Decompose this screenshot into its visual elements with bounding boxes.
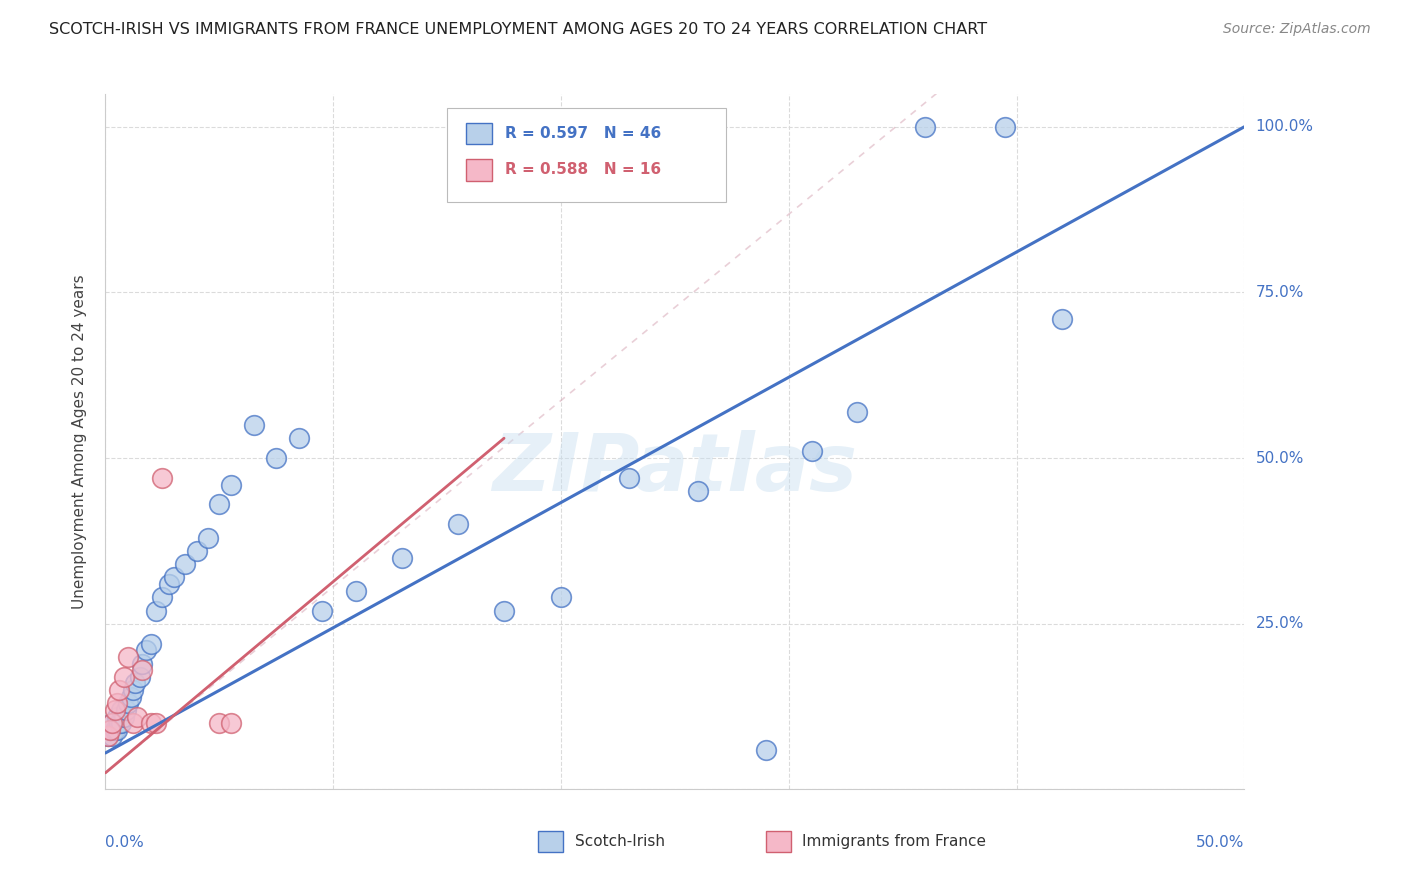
Point bbox=[117, 649, 139, 664]
Text: 50.0%: 50.0% bbox=[1197, 835, 1244, 850]
Text: SCOTCH-IRISH VS IMMIGRANTS FROM FRANCE UNEMPLOYMENT AMONG AGES 20 TO 24 YEARS CO: SCOTCH-IRISH VS IMMIGRANTS FROM FRANCE U… bbox=[49, 22, 987, 37]
Text: R = 0.597   N = 46: R = 0.597 N = 46 bbox=[505, 127, 661, 141]
Point bbox=[846, 405, 869, 419]
Text: 0.0%: 0.0% bbox=[105, 835, 145, 850]
Point bbox=[157, 577, 180, 591]
Point bbox=[97, 730, 120, 744]
Bar bbox=[467, 123, 492, 145]
Text: Immigrants from France: Immigrants from France bbox=[803, 834, 987, 849]
Text: 25.0%: 25.0% bbox=[1256, 616, 1303, 632]
Point bbox=[492, 603, 515, 617]
Point bbox=[117, 696, 139, 710]
Text: 75.0%: 75.0% bbox=[1256, 285, 1303, 300]
Point bbox=[108, 683, 131, 698]
Point bbox=[619, 471, 641, 485]
FancyBboxPatch shape bbox=[447, 108, 725, 202]
Point bbox=[163, 570, 186, 584]
Point bbox=[120, 690, 142, 704]
Point bbox=[264, 451, 288, 466]
Point bbox=[131, 663, 153, 677]
Text: ZIPatlas: ZIPatlas bbox=[492, 430, 858, 508]
Point bbox=[97, 730, 120, 744]
Point bbox=[152, 471, 174, 485]
Point bbox=[208, 716, 231, 731]
Point bbox=[174, 557, 197, 571]
Point bbox=[135, 643, 157, 657]
Point bbox=[101, 716, 124, 731]
Point bbox=[152, 591, 174, 605]
Point bbox=[98, 723, 121, 737]
Point bbox=[101, 716, 124, 731]
Point bbox=[686, 484, 709, 499]
Point bbox=[311, 603, 333, 617]
Point bbox=[242, 417, 264, 432]
Point bbox=[101, 730, 124, 744]
Point bbox=[110, 703, 132, 717]
Bar bbox=[538, 830, 564, 852]
Point bbox=[755, 742, 778, 756]
Point bbox=[208, 498, 231, 512]
Point bbox=[197, 531, 219, 545]
Point bbox=[391, 550, 413, 565]
Point bbox=[186, 544, 208, 558]
Point bbox=[121, 683, 143, 698]
Point bbox=[105, 709, 128, 723]
Point bbox=[103, 703, 125, 717]
Point bbox=[145, 603, 167, 617]
Point bbox=[288, 431, 311, 445]
Point bbox=[139, 716, 162, 731]
Point bbox=[145, 716, 167, 731]
Bar bbox=[766, 830, 792, 852]
Point bbox=[800, 444, 823, 458]
Point bbox=[115, 703, 138, 717]
Point bbox=[105, 696, 128, 710]
Text: Scotch-Irish: Scotch-Irish bbox=[575, 834, 665, 849]
Point bbox=[128, 670, 150, 684]
Bar bbox=[467, 159, 492, 180]
Text: R = 0.588   N = 16: R = 0.588 N = 16 bbox=[505, 162, 661, 178]
Text: 50.0%: 50.0% bbox=[1256, 450, 1303, 466]
Point bbox=[121, 716, 143, 731]
Point bbox=[447, 517, 470, 532]
Point bbox=[550, 591, 572, 605]
Text: Source: ZipAtlas.com: Source: ZipAtlas.com bbox=[1223, 22, 1371, 37]
Text: 100.0%: 100.0% bbox=[1256, 120, 1313, 135]
Point bbox=[124, 676, 146, 690]
Point bbox=[219, 716, 242, 731]
Point bbox=[103, 723, 125, 737]
Point bbox=[108, 716, 131, 731]
Point bbox=[131, 657, 153, 671]
Point bbox=[914, 120, 936, 134]
Point bbox=[112, 709, 135, 723]
Point bbox=[110, 716, 132, 731]
Point bbox=[219, 477, 242, 491]
Point bbox=[127, 709, 149, 723]
Point bbox=[994, 120, 1017, 134]
Y-axis label: Unemployment Among Ages 20 to 24 years: Unemployment Among Ages 20 to 24 years bbox=[72, 274, 87, 609]
Point bbox=[1050, 312, 1073, 326]
Point bbox=[98, 723, 121, 737]
Point bbox=[112, 670, 135, 684]
Point bbox=[344, 583, 367, 598]
Point bbox=[105, 723, 128, 737]
Point bbox=[139, 637, 162, 651]
